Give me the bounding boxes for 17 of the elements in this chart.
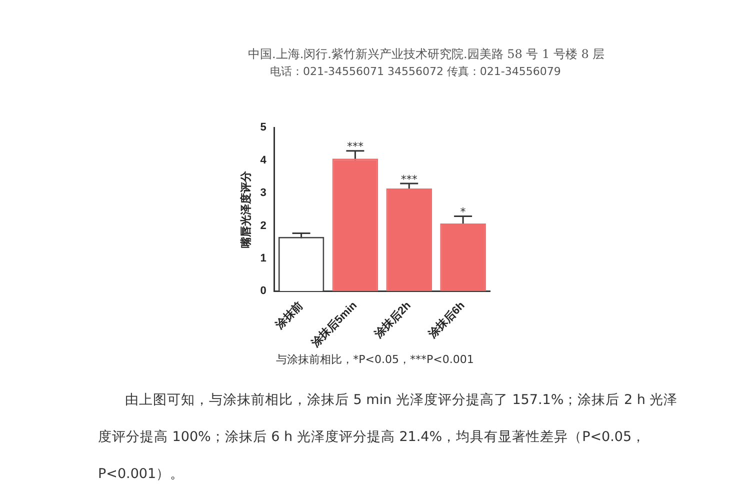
y-axis-title: 嘴唇光泽度评分 bbox=[240, 170, 253, 248]
text: 电话：021-34556071 34556072 传真：021-34556079 bbox=[270, 64, 561, 79]
y-tick-label: 2 bbox=[260, 220, 266, 232]
y-tick-label: 0 bbox=[260, 285, 266, 298]
annotation: *** bbox=[400, 172, 418, 186]
text: 与涂抹前相比，*P<0.05，***P<0.001 bbox=[275, 352, 475, 367]
x-tick-label: 涂抹后6h bbox=[424, 298, 468, 342]
y-tick-label: 3 bbox=[260, 187, 266, 200]
y-tick-label: 5 bbox=[260, 122, 266, 134]
x-tick-label: 涂抹后2h bbox=[371, 298, 414, 342]
annotation: *** bbox=[346, 140, 364, 154]
y-tick-label: 1 bbox=[260, 252, 266, 264]
y-tick-label: 4 bbox=[260, 154, 268, 166]
x-tick-label: 涂抹前 bbox=[272, 298, 306, 332]
text: 由上图可知，与涂抹前相比，涂抹后 5 min 光泽度评分提高了 157.1%；涂抹后 2 h 光泽度评分提高 100%；涂抹后 6 h 光泽度评分提高 21.4%，均具有显著性差异（P<0.05，P<0.001）。 bbox=[98, 392, 678, 482]
annotation: * bbox=[460, 206, 466, 219]
text: 中国.上海.闵行.紫竹新兴产业技术研究院.园美路 58 号 1 号楼 8 层 bbox=[248, 46, 605, 63]
